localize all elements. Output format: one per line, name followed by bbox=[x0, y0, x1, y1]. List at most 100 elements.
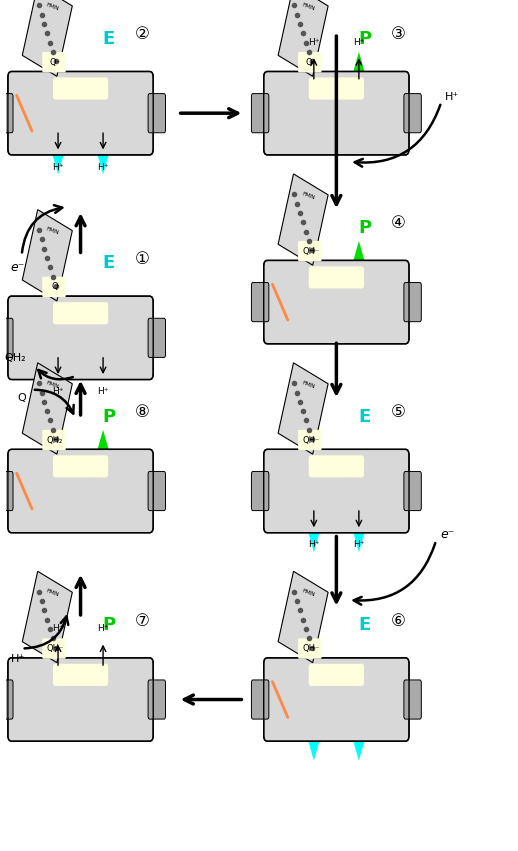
Text: ②: ② bbox=[135, 26, 149, 43]
FancyBboxPatch shape bbox=[8, 658, 153, 741]
Text: FMN: FMN bbox=[301, 191, 315, 200]
Text: ⑦: ⑦ bbox=[135, 612, 149, 630]
FancyBboxPatch shape bbox=[251, 680, 269, 719]
Polygon shape bbox=[352, 266, 366, 338]
Text: E: E bbox=[358, 616, 371, 634]
Text: Q⁻: Q⁻ bbox=[306, 58, 316, 66]
Text: FMN: FMN bbox=[45, 380, 60, 389]
Text: P: P bbox=[102, 616, 116, 634]
Text: FMN: FMN bbox=[45, 2, 60, 11]
Polygon shape bbox=[352, 241, 366, 266]
Text: H⁺: H⁺ bbox=[97, 624, 109, 633]
Polygon shape bbox=[51, 664, 65, 735]
FancyBboxPatch shape bbox=[42, 430, 66, 450]
Polygon shape bbox=[22, 209, 73, 301]
Polygon shape bbox=[96, 455, 110, 527]
Text: QH⁻: QH⁻ bbox=[302, 644, 320, 653]
Polygon shape bbox=[352, 735, 366, 761]
Polygon shape bbox=[96, 430, 110, 455]
Text: H⁺: H⁺ bbox=[97, 387, 109, 397]
FancyBboxPatch shape bbox=[298, 430, 322, 450]
Text: FMN: FMN bbox=[45, 588, 60, 597]
Text: QH⁻: QH⁻ bbox=[47, 644, 64, 653]
Polygon shape bbox=[352, 77, 366, 149]
Polygon shape bbox=[278, 174, 328, 266]
FancyBboxPatch shape bbox=[264, 449, 409, 533]
Polygon shape bbox=[352, 527, 366, 552]
Polygon shape bbox=[307, 735, 321, 761]
FancyBboxPatch shape bbox=[148, 680, 165, 719]
Polygon shape bbox=[278, 363, 328, 454]
FancyBboxPatch shape bbox=[404, 680, 421, 719]
Polygon shape bbox=[51, 374, 65, 399]
FancyBboxPatch shape bbox=[148, 94, 165, 133]
FancyBboxPatch shape bbox=[53, 455, 108, 477]
FancyBboxPatch shape bbox=[404, 283, 421, 322]
Polygon shape bbox=[307, 266, 321, 338]
Text: H⁺: H⁺ bbox=[308, 37, 320, 47]
Polygon shape bbox=[96, 113, 110, 149]
Polygon shape bbox=[307, 52, 321, 77]
Text: P: P bbox=[102, 408, 116, 426]
Polygon shape bbox=[22, 363, 73, 454]
Text: H⁺: H⁺ bbox=[52, 163, 64, 172]
FancyBboxPatch shape bbox=[148, 471, 165, 511]
FancyBboxPatch shape bbox=[251, 94, 269, 133]
FancyBboxPatch shape bbox=[0, 318, 13, 357]
FancyBboxPatch shape bbox=[309, 455, 364, 477]
Text: H⁺: H⁺ bbox=[97, 163, 109, 172]
Text: E: E bbox=[103, 254, 115, 272]
Text: FMN: FMN bbox=[301, 588, 315, 597]
Polygon shape bbox=[22, 0, 73, 77]
FancyBboxPatch shape bbox=[53, 302, 108, 324]
Polygon shape bbox=[51, 638, 65, 664]
Text: E: E bbox=[358, 408, 371, 426]
FancyBboxPatch shape bbox=[264, 260, 409, 344]
FancyBboxPatch shape bbox=[53, 77, 108, 100]
Polygon shape bbox=[307, 700, 321, 735]
Text: e⁻: e⁻ bbox=[440, 528, 455, 541]
FancyBboxPatch shape bbox=[298, 52, 322, 72]
FancyBboxPatch shape bbox=[8, 449, 153, 533]
FancyBboxPatch shape bbox=[0, 94, 13, 133]
Text: ③: ③ bbox=[391, 26, 405, 43]
FancyBboxPatch shape bbox=[264, 71, 409, 155]
Polygon shape bbox=[22, 571, 73, 663]
FancyBboxPatch shape bbox=[298, 241, 322, 261]
Text: ⑤: ⑤ bbox=[391, 403, 405, 421]
FancyBboxPatch shape bbox=[53, 664, 108, 686]
Text: H⁺: H⁺ bbox=[52, 387, 64, 397]
Polygon shape bbox=[307, 491, 321, 527]
FancyBboxPatch shape bbox=[404, 471, 421, 511]
FancyBboxPatch shape bbox=[8, 71, 153, 155]
Text: Q: Q bbox=[52, 283, 59, 291]
Text: e⁻: e⁻ bbox=[10, 261, 25, 274]
Polygon shape bbox=[278, 571, 328, 663]
Text: H⁺: H⁺ bbox=[52, 624, 64, 633]
FancyBboxPatch shape bbox=[251, 283, 269, 322]
Text: H⁺: H⁺ bbox=[308, 540, 320, 550]
FancyBboxPatch shape bbox=[0, 471, 13, 511]
Polygon shape bbox=[51, 430, 65, 455]
Text: H⁺: H⁺ bbox=[10, 654, 25, 664]
FancyBboxPatch shape bbox=[298, 638, 322, 659]
FancyBboxPatch shape bbox=[42, 52, 66, 72]
Text: FMN: FMN bbox=[45, 226, 60, 236]
Polygon shape bbox=[307, 77, 321, 149]
Polygon shape bbox=[352, 52, 366, 77]
FancyBboxPatch shape bbox=[42, 638, 66, 659]
FancyBboxPatch shape bbox=[309, 77, 364, 100]
Text: H⁺: H⁺ bbox=[353, 37, 365, 47]
Polygon shape bbox=[96, 149, 110, 174]
FancyBboxPatch shape bbox=[309, 664, 364, 686]
Text: FMN: FMN bbox=[301, 2, 315, 11]
Polygon shape bbox=[352, 700, 366, 735]
Polygon shape bbox=[51, 338, 65, 374]
Text: E: E bbox=[103, 30, 115, 48]
Text: QH₂: QH₂ bbox=[47, 436, 63, 444]
FancyBboxPatch shape bbox=[42, 277, 66, 297]
Polygon shape bbox=[307, 241, 321, 266]
FancyBboxPatch shape bbox=[0, 680, 13, 719]
Text: P: P bbox=[358, 219, 371, 237]
Text: ①: ① bbox=[135, 250, 149, 268]
